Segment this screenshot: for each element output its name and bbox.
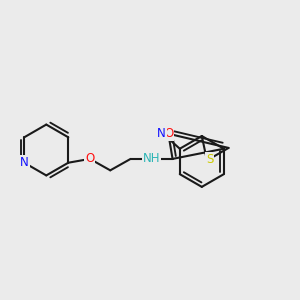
- Text: S: S: [206, 153, 213, 166]
- Text: NH: NH: [143, 152, 160, 165]
- Text: N: N: [20, 156, 28, 169]
- Text: N: N: [157, 127, 166, 140]
- Text: O: O: [85, 152, 94, 165]
- Text: O: O: [164, 127, 173, 140]
